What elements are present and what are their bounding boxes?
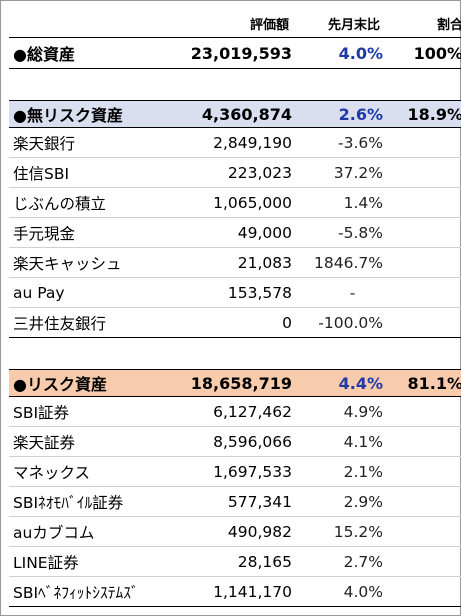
item-change: 2.1%: [292, 456, 383, 487]
table-row: SBI証券 6,127,462 4.9%: [9, 396, 461, 427]
asset-table: 評価額 先月末比 割合 ●総資産 23,019,593 4.0% 100% ●無…: [9, 10, 461, 607]
item-change: 37.2%: [292, 157, 383, 188]
total-change: 4.0%: [292, 37, 383, 69]
item-change: 4.9%: [292, 396, 383, 427]
table-row: 手元現金 49,000 -5.8%: [9, 217, 461, 248]
riskfree-name: ●無リスク資産: [9, 100, 178, 128]
risk-change: 4.4%: [292, 369, 383, 397]
table-row: じぶんの積立 1,065,000 1.4%: [9, 187, 461, 218]
item-value: 153,578: [178, 277, 292, 308]
header-change: 先月末比: [327, 18, 380, 33]
header-value: 評価額: [249, 18, 289, 33]
item-change: 4.1%: [292, 426, 383, 457]
table-row: 三井住友銀行 0 -100.0%: [9, 307, 461, 338]
table-row: SBIﾈｵﾓﾊﾞｲﾙ証券 577,341 2.9%: [9, 486, 461, 517]
item-change: 2.7%: [292, 546, 383, 577]
riskfree-ratio: 18.9%: [383, 100, 461, 128]
item-name: 楽天キャッシュ: [9, 247, 178, 278]
table-row: auカブコム 490,982 15.2%: [9, 516, 461, 547]
table-row: au Pay 153,578 -: [9, 277, 461, 308]
item-name: 三井住友銀行: [9, 307, 178, 338]
item-change: 15.2%: [292, 516, 383, 547]
risk-section-row: ●リスク資産 18,658,719 4.4% 81.1%: [9, 369, 461, 397]
item-name: マネックス: [9, 456, 178, 487]
item-change: 2.9%: [292, 486, 383, 517]
item-change: 1846.7%: [292, 247, 383, 278]
table-row: 楽天銀行 2,849,190 -3.6%: [9, 127, 461, 158]
spacer-row: [9, 338, 461, 370]
item-value: 1,065,000: [178, 187, 292, 218]
total-name: ●総資産: [9, 37, 178, 69]
table-row: 楽天証券 8,596,066 4.1%: [9, 426, 461, 457]
table-row: マネックス 1,697,533 2.1%: [9, 456, 461, 487]
item-name: LINE証券: [9, 546, 178, 577]
item-change: -: [292, 277, 383, 308]
item-name: 住信SBI: [9, 157, 178, 188]
item-value: 21,083: [178, 247, 292, 278]
item-change: 4.0%: [292, 576, 383, 607]
risk-value: 18,658,719: [178, 369, 292, 397]
item-value: 6,127,462: [178, 396, 292, 427]
item-name: 楽天証券: [9, 426, 178, 457]
item-value: 1,697,533: [178, 456, 292, 487]
item-change: -100.0%: [292, 307, 383, 338]
table-row: SBIﾍﾞﾈﾌｨｯﾄｼｽﾃﾑｽﾞ 1,141,170 4.0%: [9, 576, 461, 607]
total-row: ●総資産 23,019,593 4.0% 100%: [9, 37, 461, 69]
item-value: 8,596,066: [178, 426, 292, 457]
total-value: 23,019,593: [178, 37, 292, 69]
item-name: じぶんの積立: [9, 187, 178, 218]
item-name: 楽天銀行: [9, 127, 178, 158]
item-name: au Pay: [9, 277, 178, 308]
item-value: 1,141,170: [178, 576, 292, 607]
total-ratio: 100%: [383, 37, 461, 69]
header-blank: [9, 10, 178, 38]
table-row: LINE証券 28,165 2.7%: [9, 546, 461, 577]
item-value: 2,849,190: [178, 127, 292, 158]
item-name: 手元現金: [9, 217, 178, 248]
table-row: 楽天キャッシュ 21,083 1846.7%: [9, 247, 461, 278]
riskfree-value: 4,360,874: [178, 100, 292, 128]
item-name: auカブコム: [9, 516, 178, 547]
item-value: 28,165: [178, 546, 292, 577]
item-value: 223,023: [178, 157, 292, 188]
risk-ratio: 81.1%: [383, 369, 461, 397]
item-name: SBIﾍﾞﾈﾌｨｯﾄｼｽﾃﾑｽﾞ: [9, 576, 178, 607]
riskfree-change: 2.6%: [292, 100, 383, 128]
item-name: SBIﾈｵﾓﾊﾞｲﾙ証券: [9, 486, 178, 517]
item-change: 1.4%: [292, 187, 383, 218]
risk-name: ●リスク資産: [9, 369, 178, 397]
header-ratio: 割合: [436, 18, 461, 33]
item-change: -5.8%: [292, 217, 383, 248]
spacer-row: [9, 69, 461, 101]
item-value: 49,000: [178, 217, 292, 248]
item-name: SBI証券: [9, 396, 178, 427]
riskfree-section-row: ●無リスク資産 4,360,874 2.6% 18.9%: [9, 100, 461, 128]
item-value: 0: [178, 307, 292, 338]
header-row: 評価額 先月末比 割合: [9, 10, 461, 38]
item-value: 490,982: [178, 516, 292, 547]
table-row: 住信SBI 223,023 37.2%: [9, 157, 461, 188]
item-change: -3.6%: [292, 127, 383, 158]
item-value: 577,341: [178, 486, 292, 517]
